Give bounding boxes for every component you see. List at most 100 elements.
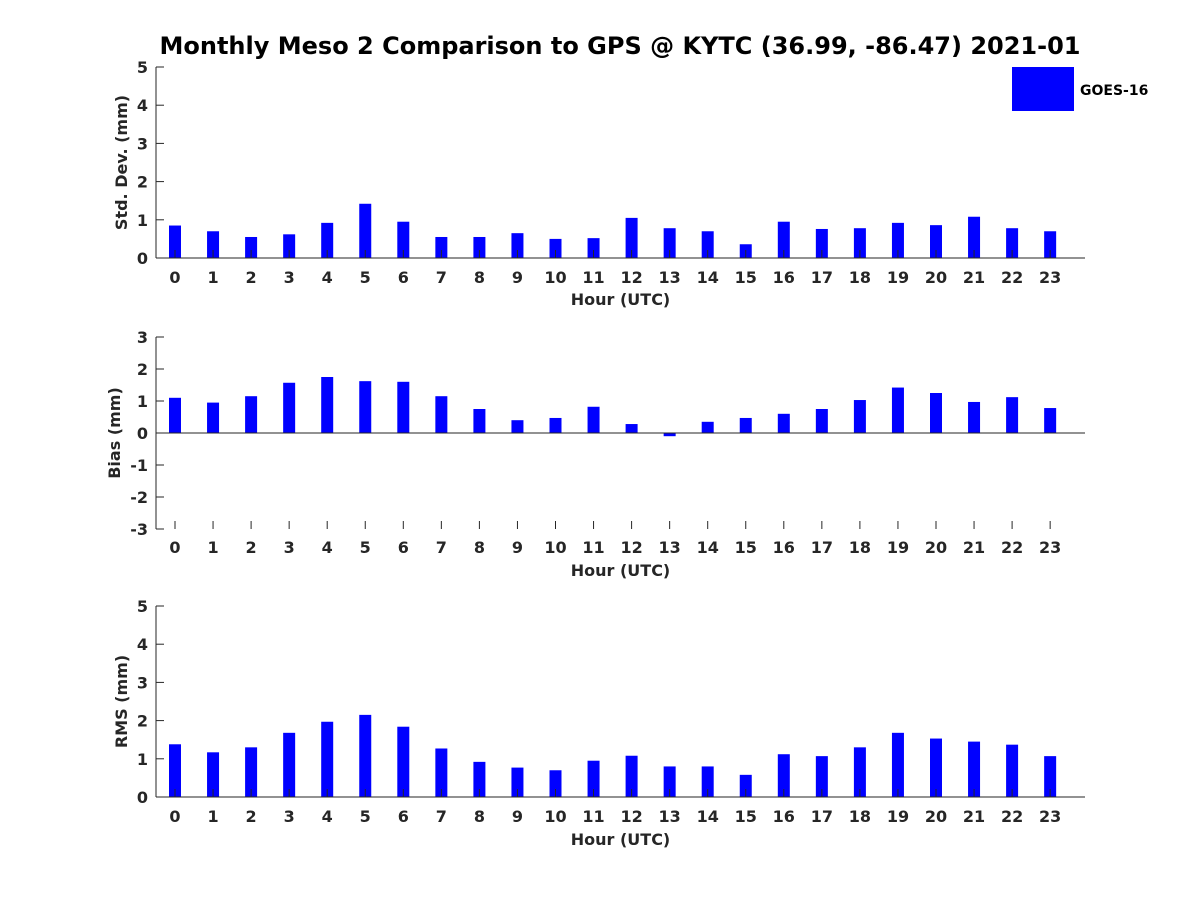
y-tick-label-bias-3: 3 — [137, 328, 148, 347]
bar-rms-hour-7 — [435, 748, 448, 797]
bar-std-dev-hour-19 — [891, 222, 904, 258]
x-tick-label-bias-11: 11 — [582, 538, 604, 557]
x-tick-label-std-dev-23: 23 — [1039, 268, 1061, 287]
bar-std-dev-hour-7 — [435, 236, 448, 258]
x-tick-label-bias-19: 19 — [887, 538, 909, 557]
x-tick-label-bias-15: 15 — [735, 538, 757, 557]
bar-rms-hour-16 — [777, 754, 790, 797]
bar-rms-hour-4 — [321, 721, 334, 797]
x-tick-label-std-dev-10: 10 — [544, 268, 566, 287]
x-tick-label-rms-3: 3 — [284, 807, 295, 826]
x-tick-label-bias-9: 9 — [512, 538, 523, 557]
x-tick-label-std-dev-19: 19 — [887, 268, 909, 287]
y-tick-label-std-dev-2: 2 — [137, 173, 148, 192]
bar-std-dev-hour-9 — [511, 233, 524, 258]
bar-rms-hour-20 — [930, 738, 942, 797]
x-tick-label-rms-13: 13 — [659, 807, 681, 826]
bar-bias-hour-14 — [701, 421, 714, 433]
x-tick-label-std-dev-21: 21 — [963, 268, 985, 287]
x-tick-label-rms-15: 15 — [735, 807, 757, 826]
x-tick-label-rms-12: 12 — [620, 807, 642, 826]
bar-rms-hour-1 — [207, 752, 220, 797]
bar-std-dev-hour-8 — [473, 236, 486, 258]
bar-bias-hour-23 — [1044, 408, 1057, 433]
x-tick-label-bias-10: 10 — [544, 538, 566, 557]
x-tick-label-bias-3: 3 — [284, 538, 295, 557]
bar-bias-hour-3 — [283, 382, 296, 433]
x-axis-label-bias: Hour (UTC) — [571, 561, 671, 580]
x-tick-label-rms-19: 19 — [887, 807, 909, 826]
bar-rms-hour-17 — [815, 756, 828, 797]
x-tick-label-rms-18: 18 — [849, 807, 871, 826]
x-tick-label-rms-17: 17 — [811, 807, 833, 826]
x-tick-label-std-dev-3: 3 — [284, 268, 295, 287]
bar-bias-hour-9 — [511, 420, 524, 433]
bar-rms-hour-15 — [739, 774, 752, 797]
bar-rms-hour-8 — [473, 761, 486, 797]
x-tick-label-rms-11: 11 — [582, 807, 604, 826]
y-tick-label-rms-2: 2 — [137, 712, 148, 731]
x-tick-label-std-dev-14: 14 — [697, 268, 719, 287]
bar-std-dev-hour-11 — [587, 238, 600, 258]
bar-bias-hour-10 — [549, 417, 562, 433]
y-tick-label-bias--2: -2 — [130, 488, 148, 507]
x-tick-label-std-dev-15: 15 — [735, 268, 757, 287]
bar-rms-hour-21 — [968, 741, 981, 797]
bar-std-dev-hour-12 — [625, 217, 638, 258]
x-tick-label-std-dev-17: 17 — [811, 268, 833, 287]
bar-bias-hour-12 — [625, 424, 638, 433]
y-tick-label-std-dev-1: 1 — [137, 211, 148, 230]
bar-bias-hour-15 — [739, 417, 752, 433]
legend: GOES-16 — [1012, 67, 1148, 111]
bar-std-dev-hour-23 — [1044, 231, 1057, 258]
bar-rms-hour-11 — [587, 760, 600, 797]
bar-std-dev-hour-16 — [777, 221, 790, 258]
x-tick-label-bias-5: 5 — [360, 538, 371, 557]
bar-bias-hour-19 — [891, 387, 904, 433]
y-tick-label-std-dev-0: 0 — [137, 249, 148, 268]
y-axis-label-bias: Bias (mm) — [105, 387, 124, 479]
bar-std-dev-hour-21 — [968, 216, 981, 258]
bar-std-dev-hour-17 — [815, 228, 828, 258]
x-tick-label-std-dev-0: 0 — [169, 268, 180, 287]
x-tick-label-std-dev-12: 12 — [620, 268, 642, 287]
bar-rms-hour-13 — [663, 766, 676, 797]
x-tick-label-bias-4: 4 — [322, 538, 333, 557]
bar-bias-hour-13 — [663, 433, 676, 437]
x-tick-label-bias-2: 2 — [246, 538, 257, 557]
x-tick-label-bias-8: 8 — [474, 538, 485, 557]
x-tick-label-bias-13: 13 — [659, 538, 681, 557]
bar-std-dev-hour-3 — [283, 234, 296, 258]
x-tick-label-rms-1: 1 — [207, 807, 218, 826]
x-tick-label-bias-18: 18 — [849, 538, 871, 557]
x-tick-label-rms-2: 2 — [246, 807, 257, 826]
x-tick-label-std-dev-6: 6 — [398, 268, 409, 287]
x-tick-label-bias-17: 17 — [811, 538, 833, 557]
bar-std-dev-hour-5 — [359, 203, 372, 258]
x-axis-label-rms: Hour (UTC) — [571, 830, 671, 849]
x-tick-label-std-dev-7: 7 — [436, 268, 447, 287]
bar-rms-hour-0 — [169, 744, 181, 797]
bar-rms-hour-22 — [1006, 744, 1019, 797]
bar-bias-hour-7 — [435, 396, 448, 433]
x-tick-label-rms-4: 4 — [322, 807, 333, 826]
bar-std-dev-hour-22 — [1006, 228, 1019, 258]
x-tick-label-rms-0: 0 — [169, 807, 180, 826]
x-tick-label-bias-7: 7 — [436, 538, 447, 557]
bar-std-dev-hour-2 — [245, 236, 258, 258]
x-tick-label-rms-23: 23 — [1039, 807, 1061, 826]
x-tick-label-rms-21: 21 — [963, 807, 985, 826]
y-tick-label-rms-3: 3 — [137, 673, 148, 692]
x-tick-label-std-dev-5: 5 — [360, 268, 371, 287]
bar-rms-hour-19 — [891, 732, 904, 797]
x-tick-label-std-dev-20: 20 — [925, 268, 947, 287]
y-axis-label-std-dev: Std. Dev. (mm) — [112, 95, 131, 230]
x-tick-label-rms-5: 5 — [360, 807, 371, 826]
bar-bias-hour-6 — [397, 381, 410, 433]
bar-std-dev-hour-4 — [321, 222, 334, 258]
x-tick-label-bias-20: 20 — [925, 538, 947, 557]
bar-std-dev-hour-1 — [207, 231, 220, 258]
